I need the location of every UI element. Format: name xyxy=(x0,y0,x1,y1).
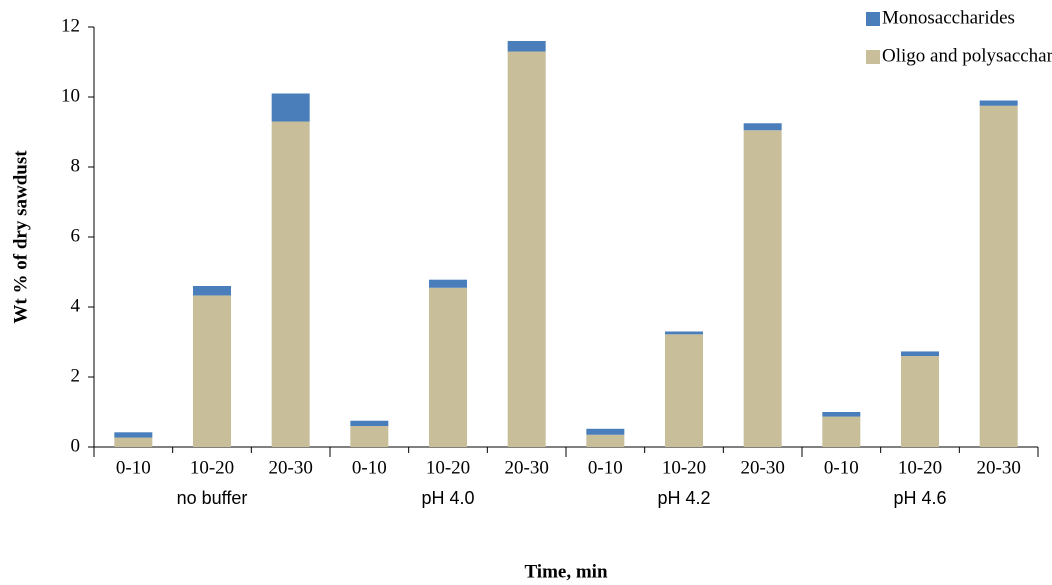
x-tick-label: 10-20 xyxy=(662,457,706,478)
legend-label: Oligo and polysaccharides xyxy=(882,45,1052,66)
bar-segment xyxy=(193,286,231,296)
bar-segment xyxy=(743,123,782,131)
x-tick-label: 0-10 xyxy=(352,457,387,478)
group-label: no buffer xyxy=(177,488,248,508)
bar-segment xyxy=(901,351,939,356)
x-axis-title: Time, min xyxy=(524,561,607,582)
bar-segment xyxy=(979,100,1018,106)
bar-segment xyxy=(193,295,231,447)
bar-segment xyxy=(822,416,861,447)
bar-segment xyxy=(586,434,625,447)
y-tick-label: 10 xyxy=(61,85,80,106)
bar-segment xyxy=(114,432,153,438)
group-label: pH 4.0 xyxy=(421,488,474,508)
group-label: pH 4.6 xyxy=(893,488,946,508)
bar-segment xyxy=(507,51,546,447)
x-tick-label: 10-20 xyxy=(190,457,234,478)
y-tick-label: 4 xyxy=(71,295,81,316)
legend-swatch xyxy=(866,50,880,64)
bar-segment xyxy=(350,420,389,426)
bar-segment xyxy=(586,428,625,435)
bar-segment xyxy=(665,334,703,447)
bar-segment xyxy=(822,412,861,417)
bar-segment xyxy=(979,105,1018,447)
x-tick-label: 10-20 xyxy=(898,457,942,478)
bar-segment xyxy=(429,279,467,288)
x-tick-label: 0-10 xyxy=(588,457,623,478)
x-tick-label: 20-30 xyxy=(269,457,313,478)
x-tick-label: 20-30 xyxy=(977,457,1021,478)
bar-segment xyxy=(271,121,310,447)
bar-segment xyxy=(271,93,310,122)
bar-segment xyxy=(429,287,467,447)
y-tick-label: 8 xyxy=(71,155,81,176)
bar-segment xyxy=(507,41,546,52)
bar-segment xyxy=(114,437,153,447)
bar-segment xyxy=(350,426,389,447)
y-tick-label: 2 xyxy=(71,365,81,386)
group-label: pH 4.2 xyxy=(657,488,710,508)
y-axis-title: Wt % of dry sawdust xyxy=(10,150,31,324)
x-tick-label: 0-10 xyxy=(824,457,859,478)
bar-segment xyxy=(665,331,703,335)
bar-segment xyxy=(743,130,782,447)
y-tick-label: 12 xyxy=(61,15,80,36)
x-tick-label: 10-20 xyxy=(426,457,470,478)
x-tick-label: 20-30 xyxy=(741,457,785,478)
y-tick-label: 6 xyxy=(71,225,81,246)
legend-label: Monosaccharides xyxy=(882,7,1015,28)
y-tick-label: 0 xyxy=(71,435,81,456)
x-tick-label: 20-30 xyxy=(505,457,549,478)
bar-segment xyxy=(901,356,939,447)
x-tick-label: 0-10 xyxy=(116,457,151,478)
legend-swatch xyxy=(866,12,880,26)
